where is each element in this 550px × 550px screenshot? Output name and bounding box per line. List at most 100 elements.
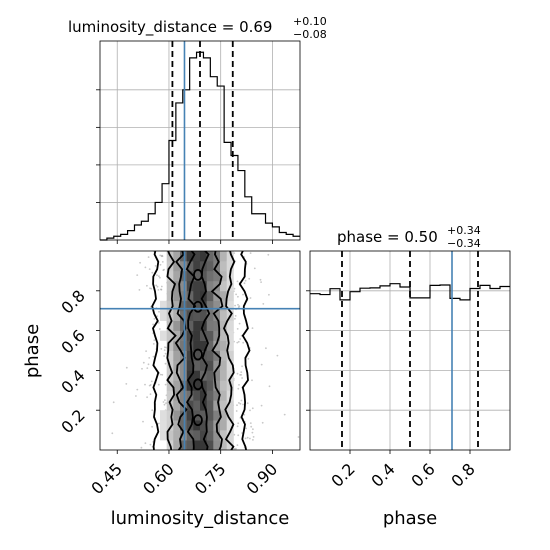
density-cell bbox=[180, 410, 188, 421]
density-cell bbox=[220, 260, 228, 272]
joint-panel bbox=[96, 250, 301, 454]
contour-line-1 bbox=[223, 251, 236, 450]
density-cell bbox=[206, 320, 214, 331]
density-cell bbox=[186, 270, 194, 282]
scatter-point bbox=[241, 377, 244, 379]
density-cell bbox=[180, 251, 188, 262]
density-cell bbox=[220, 410, 228, 421]
scatter-point bbox=[156, 285, 159, 288]
phase-x-tick-label: 0.2 bbox=[327, 459, 358, 490]
lum-hist-title-text: luminosity_distance = 0.69 bbox=[68, 18, 272, 37]
scatter-point bbox=[237, 422, 240, 425]
density-cell bbox=[180, 440, 188, 450]
lum-hist-title-plus: +0.10 bbox=[293, 15, 327, 28]
density-cell bbox=[180, 370, 188, 381]
density-cell bbox=[173, 290, 181, 302]
scatter-point bbox=[262, 303, 265, 305]
density-cell bbox=[226, 370, 234, 381]
scatter-point bbox=[161, 373, 164, 376]
scatter-point bbox=[247, 357, 250, 360]
density-cell bbox=[186, 290, 194, 302]
density-cell bbox=[213, 410, 221, 421]
phase-hist-title-text: phase = 0.50 bbox=[337, 228, 438, 246]
density-cell bbox=[166, 420, 174, 431]
density-cell bbox=[200, 251, 208, 262]
lum-x-tick-labels: 0.45 0.60 0.75 0.90 bbox=[87, 459, 281, 498]
scatter-point bbox=[163, 268, 166, 271]
scatter-point bbox=[268, 293, 270, 296]
density-cell bbox=[206, 430, 214, 441]
density-cell bbox=[220, 370, 228, 381]
scatter-point bbox=[163, 355, 166, 357]
phase-x-tick-label: 0.8 bbox=[447, 459, 478, 490]
scatter-point bbox=[260, 363, 263, 366]
density-cell bbox=[160, 410, 168, 421]
scatter-point bbox=[149, 393, 152, 395]
density-cell bbox=[220, 340, 228, 351]
scatter-point bbox=[236, 404, 238, 407]
density-cell bbox=[180, 290, 188, 302]
scatter-point bbox=[237, 434, 240, 437]
scatter-point bbox=[151, 409, 154, 412]
density-cell bbox=[173, 251, 181, 262]
density-cell bbox=[180, 300, 188, 312]
lum-x-tick-label: 0.45 bbox=[87, 459, 126, 498]
scatter-point bbox=[157, 422, 160, 425]
density-cell bbox=[193, 390, 201, 401]
scatter-point bbox=[160, 285, 163, 288]
scatter-point bbox=[158, 310, 160, 313]
scatter-point bbox=[164, 399, 166, 401]
density-cell bbox=[186, 320, 194, 331]
scatter-point bbox=[240, 371, 243, 373]
scatter-point bbox=[238, 384, 240, 386]
density-cell bbox=[213, 440, 221, 450]
density-cell bbox=[206, 260, 214, 272]
scatter-point bbox=[239, 402, 242, 405]
phase-hist-frame bbox=[309, 250, 511, 451]
density-cell bbox=[173, 400, 181, 411]
scatter-point bbox=[244, 279, 247, 282]
density-cell bbox=[213, 340, 221, 351]
scatter-point bbox=[251, 327, 254, 329]
density-cell bbox=[173, 270, 181, 282]
scatter-point bbox=[142, 420, 144, 423]
scatter-point bbox=[242, 293, 244, 296]
density-cell bbox=[200, 420, 208, 431]
scatter-point bbox=[152, 323, 155, 326]
scatter-point bbox=[163, 349, 166, 351]
phase-hist-steps bbox=[310, 283, 510, 301]
contour-island-1 bbox=[193, 300, 203, 313]
scatter-point bbox=[236, 425, 239, 428]
x-axis-label-phase: phase bbox=[383, 508, 437, 529]
phase-hist-title-plus: +0.34 bbox=[447, 224, 481, 237]
density-cell bbox=[213, 390, 221, 401]
scatter-point bbox=[154, 265, 157, 267]
density-cell bbox=[193, 440, 201, 450]
density-cell bbox=[193, 310, 201, 321]
density-cell bbox=[213, 380, 221, 391]
density-cell bbox=[166, 270, 174, 282]
scatter-point bbox=[246, 436, 249, 439]
scatter-point bbox=[249, 422, 252, 424]
scatter-point bbox=[260, 404, 263, 407]
density-cell bbox=[173, 300, 181, 312]
density-cell bbox=[173, 330, 181, 341]
density-cell bbox=[173, 410, 181, 421]
scatter-point bbox=[152, 355, 155, 358]
density-cell bbox=[226, 350, 234, 361]
scatter-point bbox=[125, 383, 128, 385]
scatter-point bbox=[237, 340, 240, 343]
density-cell bbox=[206, 420, 214, 431]
scatter-point bbox=[276, 354, 279, 357]
scatter-point bbox=[151, 271, 154, 274]
density-cell bbox=[213, 400, 221, 411]
density-cell bbox=[193, 400, 201, 411]
density-cell bbox=[180, 260, 188, 272]
density-cell bbox=[220, 400, 228, 411]
density-cell bbox=[193, 380, 201, 391]
density-cell bbox=[193, 340, 201, 351]
lum-hist-title-minus: −0.08 bbox=[293, 28, 327, 41]
scatter-point bbox=[251, 379, 253, 382]
scatter-point bbox=[147, 256, 150, 258]
scatter-point bbox=[297, 436, 300, 438]
